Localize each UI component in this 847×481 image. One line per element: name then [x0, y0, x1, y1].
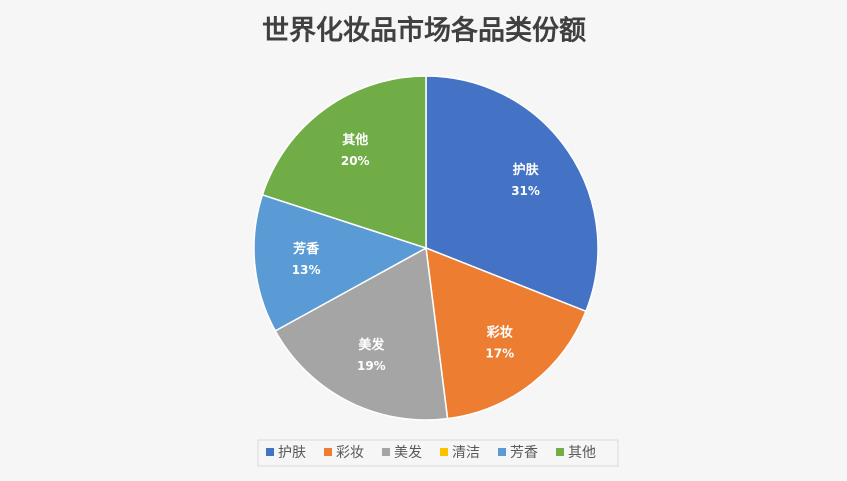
slice-value-label: 20% — [341, 154, 370, 168]
slice-category-label: 芳香 — [293, 241, 320, 257]
legend-swatch — [556, 448, 564, 456]
pie-slice — [253, 193, 428, 332]
legend-swatch — [266, 448, 274, 456]
pie-slice — [274, 246, 449, 421]
slice-value-label: 19% — [357, 359, 386, 373]
legend-swatch — [498, 448, 506, 456]
slice-category-label: 彩妆 — [486, 325, 513, 341]
slice-value-label: 17% — [485, 347, 514, 361]
chart-title: 世界化妆品市场各品类份额 — [262, 15, 586, 47]
pie-slice — [425, 246, 587, 420]
slice-value-label: 31% — [511, 184, 540, 198]
legend-box — [257, 439, 619, 467]
legend-swatch — [440, 448, 448, 456]
slice-category-label: 其他 — [342, 132, 368, 148]
legend-label: 彩妆 — [336, 445, 364, 461]
legend-label: 芳香 — [510, 444, 538, 461]
slice-value-label: 13% — [292, 263, 321, 277]
slice-category-label: 护肤 — [513, 162, 540, 178]
legend-label: 护肤 — [278, 445, 306, 461]
legend-label: 其他 — [568, 445, 596, 461]
legend-label: 美发 — [394, 445, 422, 461]
legend-label: 清洁 — [452, 445, 480, 461]
legend-swatch — [382, 448, 390, 456]
slice-category-label: 美发 — [358, 337, 385, 353]
legend-swatch — [324, 448, 332, 456]
pie-slice — [425, 75, 599, 313]
pie-slice — [261, 75, 427, 250]
